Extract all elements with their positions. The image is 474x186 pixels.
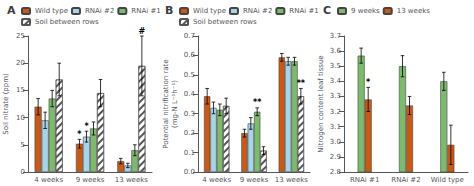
svg-text:RNAi #2: RNAi #2 xyxy=(391,176,420,184)
svg-text:5: 5 xyxy=(21,141,25,149)
svg-text:Soil between rows: Soil between rows xyxy=(35,18,99,26)
svg-text:RNAi #1: RNAi #1 xyxy=(131,7,160,15)
svg-text:0.5: 0.5 xyxy=(184,71,195,79)
svg-text:15: 15 xyxy=(16,86,25,94)
svg-text:2.8: 2.8 xyxy=(330,168,341,176)
svg-text:Potential nitrification rate: Potential nitrification rate xyxy=(162,59,170,148)
svg-text:4 weeks: 4 weeks xyxy=(34,176,63,184)
svg-text:0: 0 xyxy=(21,168,25,176)
svg-text:20: 20 xyxy=(16,59,25,67)
svg-text:3.1: 3.1 xyxy=(330,123,341,131)
svg-text:0.7: 0.7 xyxy=(184,32,195,40)
svg-text:0.2: 0.2 xyxy=(184,129,195,137)
svg-text:#: # xyxy=(139,27,146,36)
svg-text:0.6: 0.6 xyxy=(184,51,196,59)
svg-text:Wild type: Wild type xyxy=(193,7,226,15)
svg-text:3.7: 3.7 xyxy=(330,32,341,40)
svg-text:3.6: 3.6 xyxy=(330,47,342,55)
svg-text:10: 10 xyxy=(16,114,25,122)
svg-text:*: * xyxy=(84,122,89,131)
svg-text:RNAi #2: RNAi #2 xyxy=(243,7,272,15)
svg-text:Soil between rows: Soil between rows xyxy=(193,18,257,26)
svg-text:RNAi #1: RNAi #1 xyxy=(289,7,318,15)
svg-text:2.9: 2.9 xyxy=(330,153,341,161)
svg-text:Nitrogen content leaf tissue: Nitrogen content leaf tissue xyxy=(317,55,325,152)
svg-text:Wild type: Wild type xyxy=(35,7,68,15)
svg-text:*: * xyxy=(77,130,82,139)
svg-text:0.0: 0.0 xyxy=(184,168,195,176)
svg-text:3.0: 3.0 xyxy=(330,138,341,146)
svg-text:0.1: 0.1 xyxy=(184,149,195,157)
svg-text:3.5: 3.5 xyxy=(330,62,341,70)
svg-text:3.4: 3.4 xyxy=(330,77,342,85)
svg-text:Wild type: Wild type xyxy=(431,176,464,184)
svg-text:0.4: 0.4 xyxy=(184,90,196,98)
svg-text:9 weeks: 9 weeks xyxy=(76,176,105,184)
svg-text:9 weeks: 9 weeks xyxy=(240,176,269,184)
svg-text:Soil nitrate (ppm): Soil nitrate (ppm) xyxy=(2,73,10,135)
svg-text:0.3: 0.3 xyxy=(184,110,195,118)
svg-text:9 weeks: 9 weeks xyxy=(351,7,380,15)
svg-text:C: C xyxy=(323,4,331,17)
svg-text:*: * xyxy=(366,78,371,87)
svg-text:13 weeks: 13 weeks xyxy=(397,7,431,15)
svg-text:**: ** xyxy=(253,98,262,107)
svg-text:3.3: 3.3 xyxy=(330,92,341,100)
svg-text:4 weeks: 4 weeks xyxy=(202,176,231,184)
svg-text:RNAi #1: RNAi #1 xyxy=(350,176,379,184)
svg-text:13 weeks: 13 weeks xyxy=(115,176,149,184)
svg-text:RNAi #2: RNAi #2 xyxy=(85,7,114,15)
svg-text:B: B xyxy=(165,4,173,17)
svg-text:A: A xyxy=(7,4,16,17)
svg-text:3.2: 3.2 xyxy=(330,108,341,116)
svg-text:25: 25 xyxy=(16,32,25,40)
svg-text:**: ** xyxy=(297,79,306,88)
svg-text:(mg-N L⁻¹h⁻¹): (mg-N L⁻¹h⁻¹) xyxy=(171,80,179,128)
svg-text:13 weeks: 13 weeks xyxy=(275,176,309,184)
